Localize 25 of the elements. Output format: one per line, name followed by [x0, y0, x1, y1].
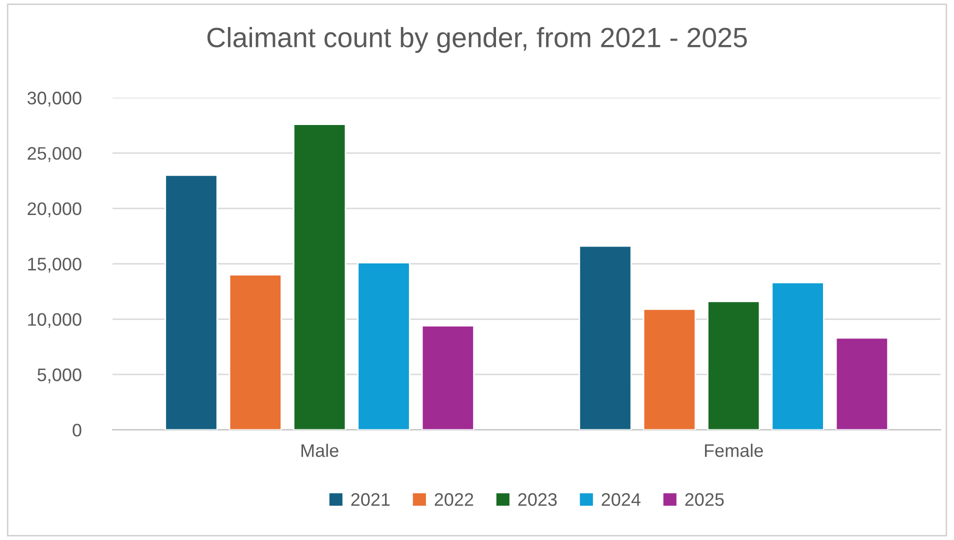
- chart-title: Claimant count by gender, from 2021 - 2025: [207, 27, 747, 53]
- bar: [228, 274, 282, 430]
- bar: [771, 282, 824, 430]
- bar: [642, 308, 696, 430]
- legend-label: 2023: [518, 493, 557, 506]
- y-tick-label: 0: [72, 424, 82, 437]
- bar: [707, 300, 760, 430]
- y-tick-label: 15,000: [28, 258, 82, 273]
- bar: [357, 262, 410, 430]
- y-tick-label: 5,000: [38, 368, 82, 384]
- bar: [835, 337, 889, 430]
- bar: [578, 245, 632, 430]
- bar: [293, 124, 346, 430]
- x-tick-label: Male: [302, 444, 338, 457]
- bar: [164, 174, 218, 430]
- y-tick-label: 10,000: [28, 313, 82, 328]
- bar: [421, 325, 475, 430]
- legend-label: 2025: [685, 493, 724, 506]
- y-tick-label: 25,000: [28, 147, 82, 162]
- x-tick-label: Female: [705, 444, 763, 457]
- y-tick-label: 20,000: [28, 202, 82, 218]
- y-tick-label: 30,000: [27, 92, 82, 107]
- legend-label: 2021: [351, 493, 390, 506]
- legend-label: 2024: [602, 493, 640, 506]
- legend-label: 2022: [434, 493, 474, 506]
